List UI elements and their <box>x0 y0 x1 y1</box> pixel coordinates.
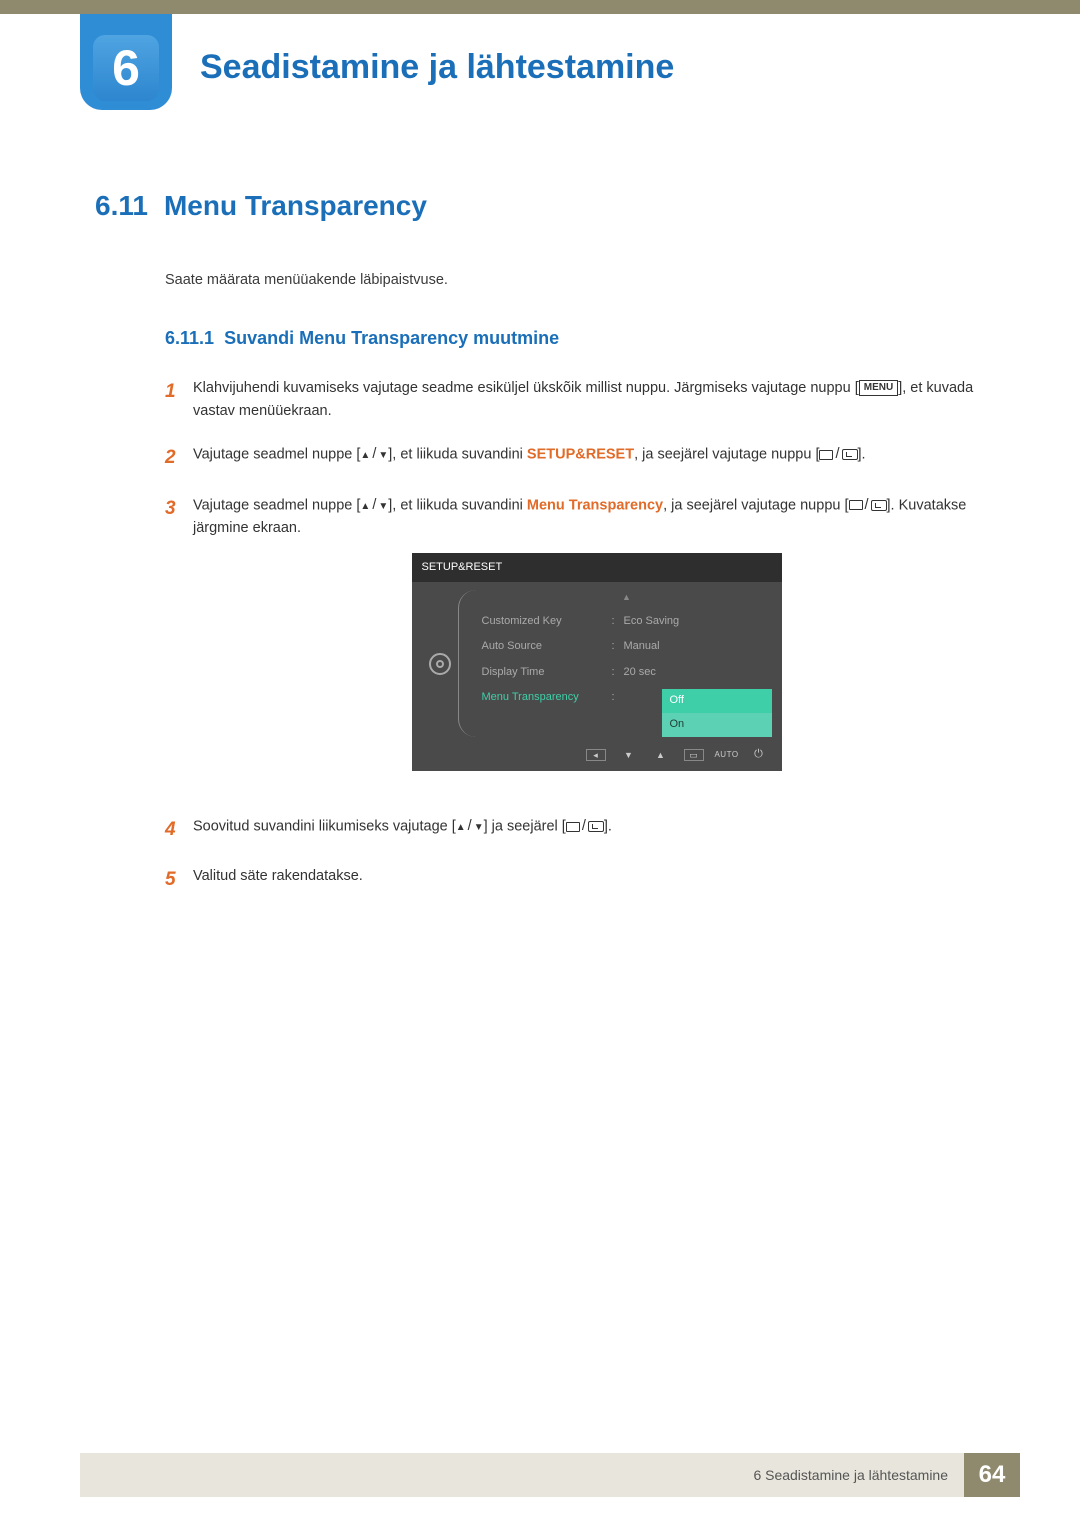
osd-colon: : <box>612 613 624 631</box>
step-text: ]. <box>858 447 866 463</box>
step-text: ] ja seejärel [ <box>484 818 566 834</box>
source-enter-icon: / <box>566 815 604 838</box>
chapter-badge: 6 <box>80 14 172 110</box>
section-heading: 6.11 Menu Transparency <box>95 190 1000 222</box>
osd-enter-icon: ▭ <box>684 749 704 761</box>
step-text: Klahvijuhendi kuvamiseks vajutage seadme… <box>193 380 859 396</box>
step-5: 5 Valitud säte rakendatakse. <box>165 865 1000 895</box>
step-1: 1 Klahvijuhendi kuvamiseks vajutage sead… <box>165 377 1000 423</box>
step-text: , ja seejärel vajutage nuppu [ <box>663 497 848 513</box>
osd-row-highlight: Menu Transparency : Off On <box>482 685 772 711</box>
osd-colon: : <box>612 638 624 656</box>
up-down-icon: / <box>360 443 388 466</box>
footer-chapter-label: 6 Seadistamine ja lähtestamine <box>80 1453 964 1497</box>
step-number: 5 <box>165 865 193 895</box>
osd-colon: : <box>612 689 624 707</box>
step-text: ], et liikuda suvandini <box>388 497 527 513</box>
osd-row: Auto Source : Manual <box>482 634 772 660</box>
osd-value: Manual <box>624 638 772 656</box>
osd-left-icon <box>422 590 458 737</box>
osd-curve <box>458 590 476 737</box>
subsection-title: Suvandi Menu Transparency muutmine <box>224 328 559 348</box>
source-enter-icon: / <box>819 443 857 466</box>
step-2: 2 Vajutage seadmel nuppe [/], et liikuda… <box>165 443 1000 473</box>
step-body: Valitud säte rakendatakse. <box>193 865 1000 895</box>
up-down-icon: / <box>360 494 388 517</box>
page-footer: 6 Seadistamine ja lähtestamine 64 <box>80 1453 1020 1497</box>
osd-header: SETUP&RESET <box>412 553 782 583</box>
gear-icon <box>429 653 451 675</box>
step-number: 2 <box>165 443 193 473</box>
osd-row: Display Time : 20 sec <box>482 660 772 686</box>
subsection-heading: 6.11.1 Suvandi Menu Transparency muutmin… <box>165 328 1000 349</box>
osd-down-icon: ▼ <box>620 749 638 761</box>
osd-back-icon: ◂ <box>586 749 606 761</box>
power-icon <box>750 749 768 761</box>
osd-auto-label: AUTO <box>718 749 736 761</box>
subsection-number: 6.11.1 <box>165 328 214 348</box>
step-body: Vajutage seadmel nuppe [/], et liikuda s… <box>193 494 1000 795</box>
step-number: 4 <box>165 815 193 845</box>
osd-colon: : <box>612 664 624 682</box>
step-text: ]. <box>604 818 612 834</box>
osd-value: Eco Saving <box>624 613 772 631</box>
step-text: Soovitud suvandini liikumiseks vajutage … <box>193 818 456 834</box>
step-3: 3 Vajutage seadmel nuppe [/], et liikuda… <box>165 494 1000 795</box>
highlight-menu-transparency: Menu Transparency <box>527 497 663 513</box>
page-content: 6.11 Menu Transparency Saate määrata menü… <box>95 190 1000 916</box>
section-title: Menu Transparency <box>164 190 427 221</box>
osd-body: ▲ Customized Key : Eco Saving Auto Sourc… <box>412 582 782 741</box>
highlight-setup-reset: SETUP&RESET <box>527 447 634 463</box>
osd-row: Customized Key : Eco Saving <box>482 609 772 635</box>
footer-page-number: 64 <box>964 1453 1020 1497</box>
osd-rows: ▲ Customized Key : Eco Saving Auto Sourc… <box>482 590 772 737</box>
source-enter-icon: / <box>849 494 887 517</box>
osd-option-off: Off <box>662 689 772 713</box>
chapter-title: Seadistamine ja lähtestamine <box>200 48 674 87</box>
osd-option-on: On <box>662 713 772 737</box>
section-intro: Saate määrata menüüakende läbipaistvuse. <box>165 272 1000 288</box>
step-4: 4 Soovitud suvandini liikumiseks vajutag… <box>165 815 1000 845</box>
chevron-up-icon: ▲ <box>482 590 772 604</box>
section-number: 6.11 <box>95 190 148 221</box>
step-number: 3 <box>165 494 193 795</box>
osd-button-bar: ◂ ▼ ▲ ▭ AUTO <box>412 741 782 763</box>
steps-list: 1 Klahvijuhendi kuvamiseks vajutage sead… <box>165 377 1000 896</box>
osd-label: Display Time <box>482 664 612 682</box>
step-text: Vajutage seadmel nuppe [ <box>193 497 360 513</box>
step-text: Vajutage seadmel nuppe [ <box>193 447 360 463</box>
menu-button-icon: MENU <box>859 380 898 396</box>
top-bar <box>0 0 1080 14</box>
osd-label: Customized Key <box>482 613 612 631</box>
chapter-number: 6 <box>93 35 159 101</box>
osd-label: Menu Transparency <box>482 689 612 707</box>
osd-value: Off On <box>624 689 772 707</box>
osd-up-icon: ▲ <box>652 749 670 761</box>
osd-screenshot: SETUP&RESET ▲ Customized Key : Eco Savin… <box>412 553 782 771</box>
step-body: Soovitud suvandini liikumiseks vajutage … <box>193 815 1000 845</box>
up-down-icon: / <box>456 815 484 838</box>
osd-label: Auto Source <box>482 638 612 656</box>
osd-option-box: Off On <box>662 689 772 736</box>
step-body: Klahvijuhendi kuvamiseks vajutage seadme… <box>193 377 1000 423</box>
step-text: ], et liikuda suvandini <box>388 447 527 463</box>
step-body: Vajutage seadmel nuppe [/], et liikuda s… <box>193 443 1000 473</box>
step-number: 1 <box>165 377 193 423</box>
osd-value: 20 sec <box>624 664 772 682</box>
step-text: , ja seejärel vajutage nuppu [ <box>634 447 819 463</box>
